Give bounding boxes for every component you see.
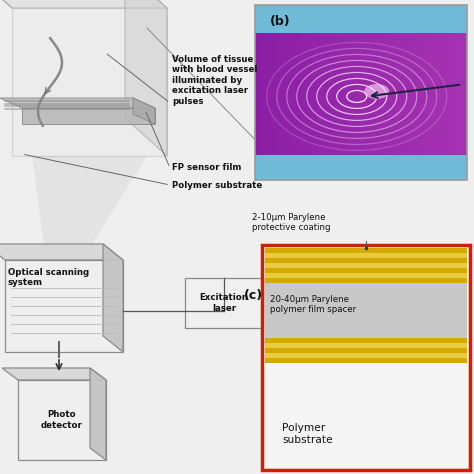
Text: FP sensor film: FP sensor film bbox=[172, 164, 241, 173]
Polygon shape bbox=[133, 98, 155, 124]
Polygon shape bbox=[255, 5, 467, 33]
Text: 2-10μm Parylene
protective coating: 2-10μm Parylene protective coating bbox=[252, 213, 330, 232]
Text: (b): (b) bbox=[270, 15, 291, 27]
Polygon shape bbox=[265, 248, 467, 253]
Text: Volume of tissue
with blood vessel
illuminated by
excitation laser
pulses: Volume of tissue with blood vessel illum… bbox=[172, 55, 257, 106]
Polygon shape bbox=[0, 244, 123, 260]
Polygon shape bbox=[265, 258, 467, 263]
Text: Excitation
laser: Excitation laser bbox=[200, 293, 248, 313]
Polygon shape bbox=[265, 353, 467, 358]
Text: Optical scanning
system: Optical scanning system bbox=[8, 268, 89, 287]
Text: 20-40μm Parylene
polymer film spacer: 20-40μm Parylene polymer film spacer bbox=[270, 295, 356, 314]
Polygon shape bbox=[255, 33, 467, 155]
Polygon shape bbox=[32, 156, 147, 260]
Polygon shape bbox=[265, 263, 467, 268]
Polygon shape bbox=[103, 244, 123, 352]
Polygon shape bbox=[265, 278, 467, 283]
Text: Polymer
substrate: Polymer substrate bbox=[282, 423, 333, 445]
Polygon shape bbox=[265, 348, 467, 353]
Text: Photo
detector: Photo detector bbox=[41, 410, 83, 430]
Polygon shape bbox=[265, 268, 467, 273]
Text: (c): (c) bbox=[244, 289, 263, 301]
Polygon shape bbox=[0, 98, 155, 108]
Polygon shape bbox=[2, 368, 106, 380]
Polygon shape bbox=[265, 358, 467, 363]
Polygon shape bbox=[265, 343, 467, 348]
Polygon shape bbox=[22, 108, 155, 124]
Polygon shape bbox=[265, 283, 467, 338]
Polygon shape bbox=[265, 338, 467, 343]
Polygon shape bbox=[90, 368, 106, 460]
Text: Polymer substrate: Polymer substrate bbox=[172, 181, 262, 190]
Polygon shape bbox=[265, 273, 467, 278]
Polygon shape bbox=[12, 8, 167, 156]
Polygon shape bbox=[0, 0, 167, 8]
Polygon shape bbox=[5, 260, 123, 352]
Polygon shape bbox=[265, 363, 467, 467]
Ellipse shape bbox=[364, 84, 389, 99]
Polygon shape bbox=[125, 0, 167, 156]
Polygon shape bbox=[18, 380, 106, 460]
Polygon shape bbox=[255, 155, 467, 180]
Polygon shape bbox=[265, 253, 467, 258]
Polygon shape bbox=[185, 278, 263, 328]
